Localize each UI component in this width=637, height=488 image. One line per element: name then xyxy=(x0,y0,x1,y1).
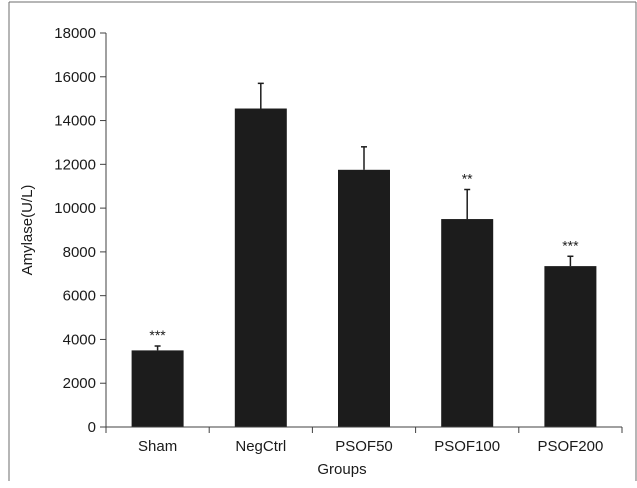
x-tick-label: NegCtrl xyxy=(235,438,286,455)
y-tick-label: 12000 xyxy=(54,156,96,173)
y-tick-label: 10000 xyxy=(54,200,96,217)
bars: ******** xyxy=(131,82,597,428)
y-tick-label: 16000 xyxy=(54,69,96,86)
x-tick-label: PSOF200 xyxy=(537,438,603,455)
y-tick-label: 4000 xyxy=(63,331,96,348)
bar-sham xyxy=(131,350,184,427)
y-tick-label: 18000 xyxy=(54,25,96,42)
bar-psof50 xyxy=(338,169,390,428)
x-axis-ticks: Sham NegCtrl PSOF50 PSOF100 PSOF200 xyxy=(105,427,623,455)
x-tick-label: Sham xyxy=(138,438,177,455)
x-axis-title: Groups xyxy=(317,461,366,478)
significance-label: ** xyxy=(462,171,473,187)
y-tick-label: 0 xyxy=(88,419,96,436)
x-tick-label: PSOF50 xyxy=(335,438,393,455)
bar-psof200 xyxy=(544,266,597,427)
y-tick-label: 6000 xyxy=(63,288,96,305)
y-tick-label: 14000 xyxy=(54,113,96,130)
y-tick-label: 2000 xyxy=(63,375,96,392)
significance-label: *** xyxy=(149,327,166,343)
x-tick-label: PSOF100 xyxy=(434,438,500,455)
y-axis-title: Amylase(U/L) xyxy=(19,185,36,276)
bar-psof100 xyxy=(441,219,494,427)
y-tick-label: 8000 xyxy=(63,244,96,261)
bar-negctrl xyxy=(234,108,287,428)
y-axis-ticks: 0 2000 4000 6000 8000 10000 12000 14000 16000 180… xyxy=(54,25,106,436)
significance-label: *** xyxy=(562,237,579,253)
